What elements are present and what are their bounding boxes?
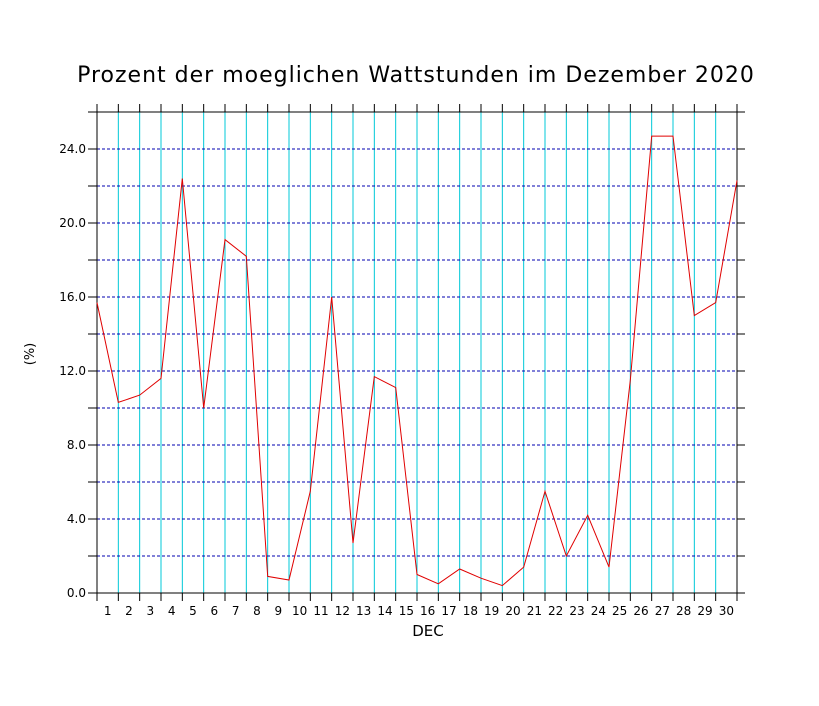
x-tick-label: 7 — [232, 604, 240, 618]
y-tick-label: 12.0 — [59, 364, 86, 378]
x-tick-label: 13 — [356, 604, 371, 618]
x-tick-label: 8 — [253, 604, 261, 618]
series-line — [96, 135, 738, 587]
x-tick-label: 12 — [335, 604, 350, 618]
x-tick-label: 15 — [399, 604, 414, 618]
x-tick-label: 18 — [463, 604, 478, 618]
x-tick-labels: 1 2 3 4 5 6 7 8 9 10 11 12 13 14 15 16 17 18 19 20 21 22 23 24 2… — [104, 604, 734, 618]
chart-title: Prozent der moeglichen Wattstunden im De… — [77, 63, 755, 88]
x-tick-label: 22 — [548, 604, 563, 618]
x-tick-label: 2 — [125, 604, 133, 618]
x-tick-label: 20 — [505, 604, 520, 618]
x-tick-label: 11 — [313, 604, 328, 618]
axes — [88, 104, 745, 601]
x-tick-label: 28 — [676, 604, 691, 618]
x-tick-label: 9 — [275, 604, 283, 618]
x-tick-label: 27 — [655, 604, 670, 618]
x-tick-label: 4 — [168, 604, 176, 618]
x-tick-label: 3 — [147, 604, 155, 618]
x-tick-label: 6 — [211, 604, 219, 618]
y-tick-label: 24.0 — [59, 142, 86, 156]
x-tick-label: 5 — [189, 604, 197, 618]
x-tick-label: 19 — [484, 604, 499, 618]
y-tick-label: 4.0 — [67, 512, 86, 526]
y-tick-labels: 0.0 4.0 8.0 12.0 16.0 20.0 24.0 — [59, 142, 86, 600]
x-tick-label: 24 — [591, 604, 606, 618]
y-tick-label: 8.0 — [67, 438, 86, 452]
y-axis-label: (%) — [23, 343, 38, 366]
x-tick-label: 10 — [292, 604, 307, 618]
x-tick-label: 14 — [377, 604, 392, 618]
x-tick-label: 16 — [420, 604, 435, 618]
x-tick-label: 1 — [104, 604, 112, 618]
y-tick-label: 20.0 — [59, 216, 86, 230]
x-tick-label: 23 — [569, 604, 584, 618]
x-tick-label: 26 — [633, 604, 648, 618]
x-tick-label: 25 — [612, 604, 627, 618]
x-axis-label: DEC — [412, 622, 444, 640]
y-tick-label: 0.0 — [67, 586, 86, 600]
x-tick-label: 21 — [527, 604, 542, 618]
y-tick-label: 16.0 — [59, 290, 86, 304]
x-tick-label: 29 — [697, 604, 712, 618]
x-tick-label: 30 — [719, 604, 734, 618]
grid — [97, 112, 737, 593]
x-tick-label: 17 — [441, 604, 456, 618]
